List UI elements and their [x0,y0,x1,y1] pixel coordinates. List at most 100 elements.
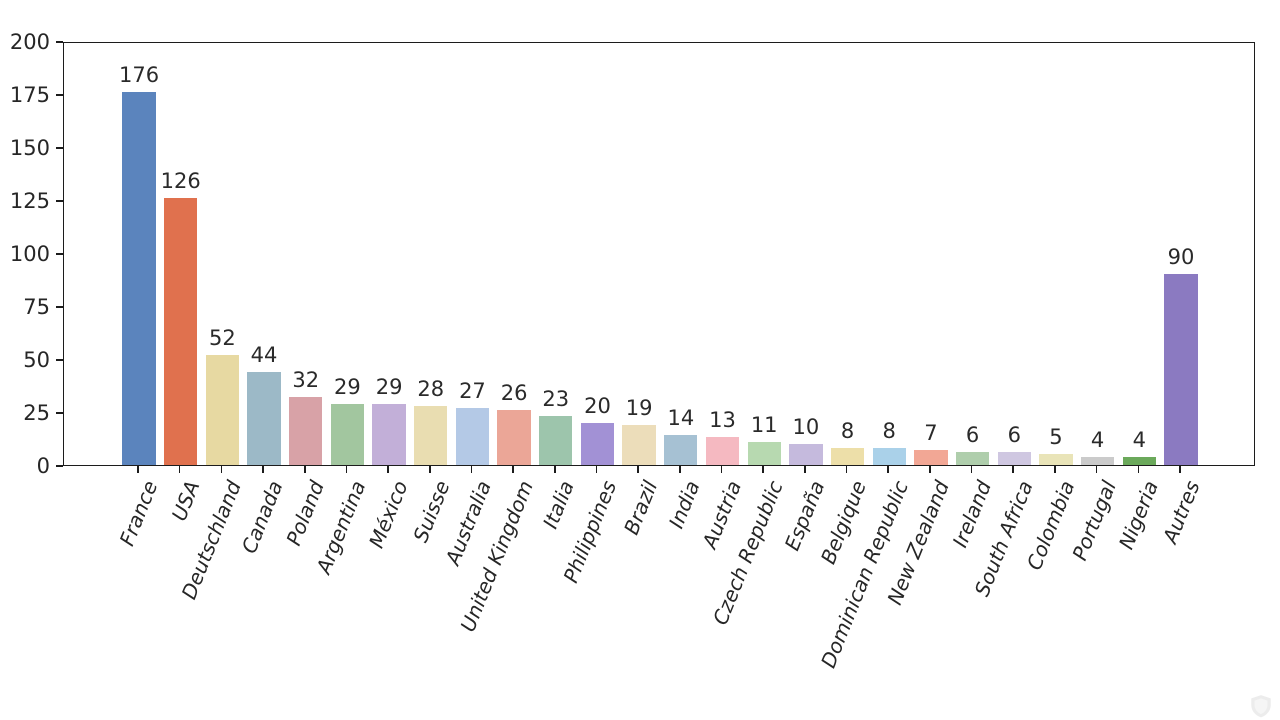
x-tick-mark [595,466,598,473]
x-tick-label: Nigeria [1113,477,1163,553]
y-tick-mark [56,306,63,308]
bar-value-label: 5 [1049,425,1063,450]
bar-argentina [330,403,365,465]
watermark-shield-icon [1251,695,1271,718]
x-tick-mark [637,466,639,473]
y-tick-label: 75 [23,295,50,319]
x-tick-label: Canada [236,477,288,557]
bar-value-label: 6 [1007,423,1021,448]
x-tick-mark [262,466,264,473]
x-tick-mark [762,466,764,473]
y-tick-mark [56,147,63,149]
bar-value-label: 32 [292,368,320,393]
x-tick-label: USA [166,477,205,525]
bar-new-zealand [914,450,948,465]
x-tick-mark [845,466,848,473]
bar-nigeria [1122,456,1156,465]
bar-value-label: 4 [1132,427,1146,452]
y-tick-label: 50 [23,348,50,372]
x-tick-mark [970,466,973,473]
x-tick-mark [512,466,514,473]
x-tick-mark [720,466,723,473]
bar-portugal [1080,456,1115,465]
bar-poland [289,397,323,465]
bar-india [664,435,698,465]
x-tick-mark [137,466,139,473]
bar-value-label: 29 [334,374,361,399]
x-tick-label: México [363,477,413,552]
x-tick-mark [1095,466,1098,473]
bar-united-kingdom [497,409,531,465]
bar-dominican-republic [872,448,906,465]
y-tick-mark [56,200,63,202]
x-tick-label: Autres [1157,477,1205,547]
bar-m-xico [372,403,406,465]
plot-area: 176 126 52 44 32 29 29 28 27 26 23 20 19 14 13 11 10 8 8 7 6… [63,42,1255,466]
bar-value-label: 26 [500,380,528,405]
x-tick-mark [1054,466,1056,473]
bar-value-label: 20 [584,393,611,418]
x-tick-mark [470,466,473,473]
bar-value-label: 7 [924,421,938,446]
bar-south-africa [997,452,1031,465]
bar-value-label: 28 [417,376,445,401]
bar-value-label: 14 [667,406,695,431]
y-tick-mark [56,359,63,361]
x-tick-label: Italia [538,477,580,533]
x-tick-label: India [663,477,705,532]
bar-value-label: 126 [160,168,201,193]
bar-value-label: 8 [882,419,896,444]
bar-autres [1164,274,1198,465]
y-tick-mark [56,465,63,467]
y-tick-label: 100 [9,242,50,266]
bar-france [122,91,156,465]
x-tick-label: Suisse [407,477,455,546]
bar-value-label: 4 [1090,427,1105,452]
bar-value-label: 52 [209,325,236,350]
x-tick-mark [428,466,431,473]
x-tick-mark [345,466,348,473]
y-tick-label: 125 [9,189,50,213]
y-tick-mark [56,94,63,96]
x-tick-mark [929,466,931,473]
x-tick-mark [303,466,306,473]
bar-australia [455,407,490,465]
x-tick-mark [887,466,890,473]
bar-czech-republic [747,441,781,465]
bar-austria [705,437,740,465]
x-tick-label: Ireland [947,477,996,551]
x-tick-mark [804,466,806,473]
bar-colombia [1039,454,1073,465]
bar-value-label: 176 [118,62,160,87]
bar-canada [247,371,281,465]
bar-espa-a [789,443,823,465]
bar-value-label: 8 [840,419,855,444]
x-tick-label: France [114,477,163,550]
x-tick-mark [1179,466,1181,473]
x-tick-label: Austria [697,477,746,552]
x-tick-mark [679,466,681,473]
bar-value-label: 23 [542,387,570,412]
x-tick-mark [1137,466,1140,473]
bar-value-label: 10 [792,414,820,439]
bar-suisse [414,405,448,465]
y-tick-mark [56,253,63,255]
bar-belgique [830,448,865,465]
bar-usa [164,197,198,465]
bar-value-label: 13 [709,408,736,433]
bar-value-label: 90 [1167,245,1195,270]
y-tick-label: 0 [36,454,50,478]
x-tick-mark [1012,466,1015,473]
bar-brazil [622,424,656,465]
bar-value-label: 29 [375,374,403,399]
bar-value-label: 44 [250,342,278,367]
y-tick-mark [56,412,63,414]
bar-value-label: 27 [459,378,486,403]
y-tick-label: 25 [23,401,50,425]
x-tick-label: España [779,477,830,554]
y-tick-label: 175 [9,83,50,107]
y-tick-label: 150 [9,136,50,160]
x-tick-mark [178,466,181,473]
x-tick-mark [554,466,556,473]
x-tick-label: Poland [281,477,330,549]
